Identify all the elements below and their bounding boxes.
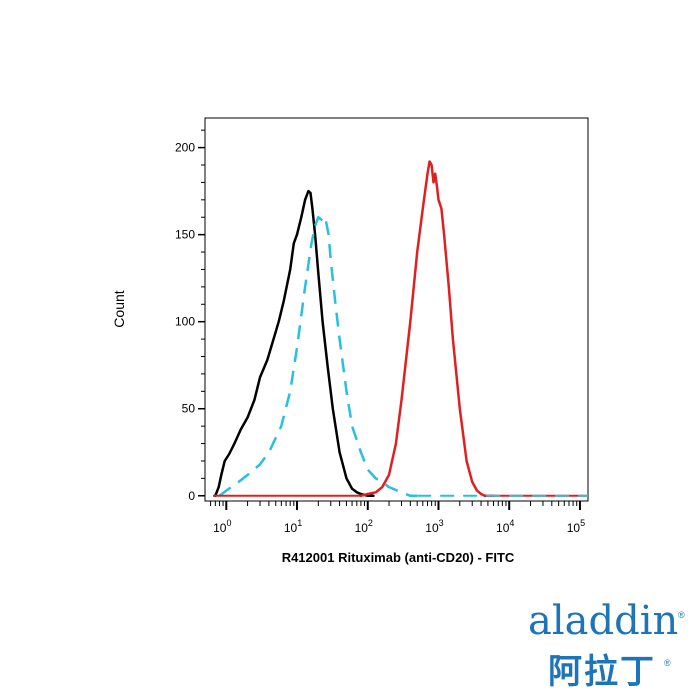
y-tick-label: 100 — [175, 315, 195, 329]
x-tick-label: 102 — [355, 518, 373, 535]
aladdin-logo: aladdin ® 阿拉丁 ® — [520, 598, 690, 692]
x-tick-label: 105 — [567, 518, 585, 535]
y-tick-label: 200 — [175, 141, 195, 155]
logo-registered-mark-2: ® — [664, 658, 671, 668]
y-tick-label: 0 — [188, 489, 195, 503]
x-tick-label: 104 — [496, 518, 514, 535]
y-tick-label: 50 — [182, 402, 196, 416]
logo-registered-mark: ® — [678, 610, 685, 620]
plot-frame — [204, 117, 589, 502]
x-axis-label: R412001 Rituximab (anti-CD20) - FITC — [282, 550, 515, 565]
logo-latin-text: aladdin — [528, 598, 679, 644]
y-axis: 0 50 100 150 200 — [175, 129, 205, 503]
x-tick-label: 101 — [284, 518, 302, 535]
series-layer — [213, 160, 588, 498]
histogram-series-3 — [359, 160, 495, 498]
x-tick-label: 103 — [425, 518, 443, 535]
x-tick-label: 100 — [213, 518, 231, 535]
histogram-series-1 — [214, 189, 375, 498]
y-axis-label: Count — [111, 290, 127, 327]
y-tick-label: 150 — [175, 228, 195, 242]
logo-chinese-text: 阿拉丁 — [548, 652, 656, 692]
x-axis: 100 101 102 103 104 105 — [210, 501, 585, 535]
